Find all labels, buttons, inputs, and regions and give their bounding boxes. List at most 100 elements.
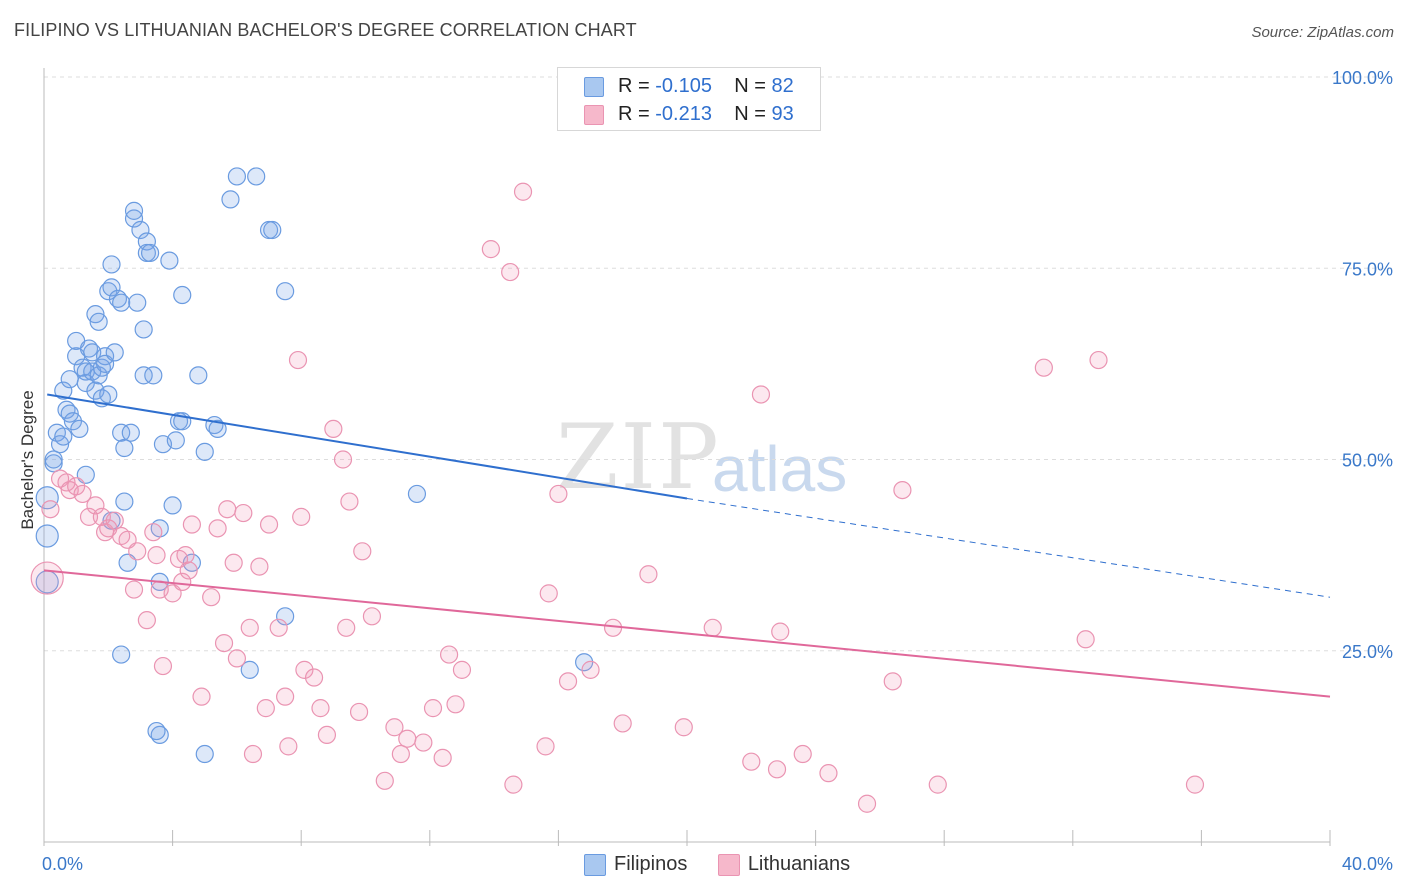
- filipino-point: [115, 438, 134, 458]
- lithuanian-point: [513, 182, 533, 201]
- lithuanian-point: [182, 515, 201, 534]
- legend-item-filipinos: Filipinos: [584, 850, 687, 878]
- lithuanian-point: [1089, 350, 1108, 370]
- filipino-point: [195, 442, 214, 461]
- lithuanian-point: [501, 262, 520, 282]
- lithuanian-point: [819, 764, 838, 783]
- lithuanian-point: [703, 618, 722, 637]
- lithuanian-point: [433, 748, 452, 767]
- filipino-point: [105, 343, 124, 362]
- x-tick-label: 40.0%: [1342, 854, 1393, 874]
- lithuanian-point: [256, 699, 275, 718]
- lithuanian-point: [259, 515, 279, 534]
- legend-label-lithuanians: Lithuanians: [747, 853, 851, 875]
- n-label: N =: [734, 103, 772, 125]
- lithuanian-point: [292, 507, 311, 526]
- lithuanian-point: [439, 645, 459, 664]
- n-value: 93: [771, 103, 794, 125]
- filipino-trend-line: [47, 393, 688, 500]
- filipino-point: [144, 366, 163, 385]
- filipino-point: [115, 492, 134, 511]
- filipino-point: [54, 381, 73, 400]
- lithuanian-point: [311, 699, 330, 718]
- lithuanian-point: [295, 660, 314, 679]
- filipino-point: [189, 366, 208, 385]
- lithuanian-trend-line: [43, 569, 1331, 698]
- source-label: Source: ZipAtlas.com: [1251, 24, 1394, 41]
- lithuanian-point: [269, 618, 288, 637]
- r-label: R =: [618, 103, 656, 125]
- lithuanian-point: [304, 668, 324, 687]
- lithuanian-point: [771, 622, 790, 641]
- lithuanian-point: [153, 656, 173, 676]
- lithuanian-point: [793, 744, 812, 764]
- lithuanian-point: [349, 702, 369, 722]
- chart-title: FILIPINO VS LITHUANIAN BACHELOR'S DEGREE…: [14, 20, 637, 40]
- lithuanian-point: [446, 695, 465, 714]
- lithuanian-point: [751, 385, 771, 404]
- filipino-point: [70, 419, 89, 438]
- lithuanian-point: [423, 699, 443, 718]
- lithuanian-point: [558, 672, 578, 691]
- filipino-point: [173, 285, 192, 305]
- lithuanian-point: [674, 718, 693, 737]
- lithuanian-point: [276, 687, 295, 706]
- lithuanian-point: [504, 775, 523, 794]
- y-tick-label: 50.0%: [1342, 451, 1393, 471]
- filipino-point: [131, 220, 150, 240]
- filipino-point: [99, 385, 118, 404]
- lithuanian-point: [581, 660, 600, 679]
- filipino-point: [140, 243, 160, 263]
- filipino-point: [166, 431, 185, 450]
- stats-legend: R = -0.105 N = 82 R = -0.213 N = 93: [557, 67, 821, 131]
- lithuanian-point: [767, 760, 787, 779]
- stats-legend-row-lithuanians: R = -0.213 N = 93: [558, 99, 820, 129]
- legend-item-lithuanians: Lithuanians: [717, 850, 851, 878]
- lithuanian-point: [353, 542, 372, 561]
- lithuanian-point: [227, 649, 246, 668]
- lithuanian-point: [549, 484, 568, 504]
- filipino-point: [208, 419, 227, 438]
- lithuanian-point: [883, 672, 902, 691]
- watermark-atlas: atlas: [712, 433, 848, 505]
- filipino-point: [160, 251, 179, 270]
- filipino-point: [44, 450, 63, 469]
- filipino-point: [227, 167, 246, 186]
- lithuanian-point: [105, 511, 124, 530]
- legend-swatch-filipinos: [584, 77, 604, 97]
- lithuanian-point: [1185, 775, 1205, 794]
- lithuanian-point: [243, 744, 263, 764]
- lithuanian-point: [539, 584, 558, 603]
- lithuanian-point: [340, 492, 359, 511]
- filipino-point: [240, 660, 259, 679]
- filipino-point: [89, 312, 108, 331]
- lithuanian-point: [218, 500, 237, 519]
- filipino-point: [407, 484, 427, 504]
- filipino-point: [121, 423, 140, 442]
- lithuanian-point: [857, 794, 877, 813]
- lithuanian-point: [337, 618, 356, 637]
- lithuanian-point: [391, 744, 410, 764]
- filipino-point: [54, 427, 73, 446]
- lithuanian-point: [144, 523, 163, 542]
- lithuanian-point: [192, 687, 211, 706]
- lithuanian-point: [279, 737, 298, 756]
- lithuanian-point: [375, 771, 394, 790]
- filipino-point: [124, 209, 144, 228]
- y-tick-label: 25.0%: [1342, 642, 1393, 662]
- filipino-point: [112, 645, 131, 664]
- n-label: N =: [734, 75, 772, 97]
- lithuanian-point: [224, 553, 243, 572]
- filipino-point: [44, 454, 63, 473]
- lithuanian-point: [1076, 630, 1095, 649]
- y-axis-label: Bachelor's Degree: [18, 390, 37, 529]
- filipino-point: [95, 347, 115, 366]
- filipino-point: [102, 278, 121, 297]
- lithuanian-point: [176, 546, 195, 565]
- lithuanian-point: [179, 561, 198, 580]
- lithuanian-point: [414, 733, 433, 752]
- filipino-point: [134, 320, 153, 339]
- stats-legend-row-filipinos: R = -0.105 N = 82: [558, 71, 820, 101]
- filipino-point: [263, 220, 282, 240]
- lithuanian-point: [73, 484, 92, 504]
